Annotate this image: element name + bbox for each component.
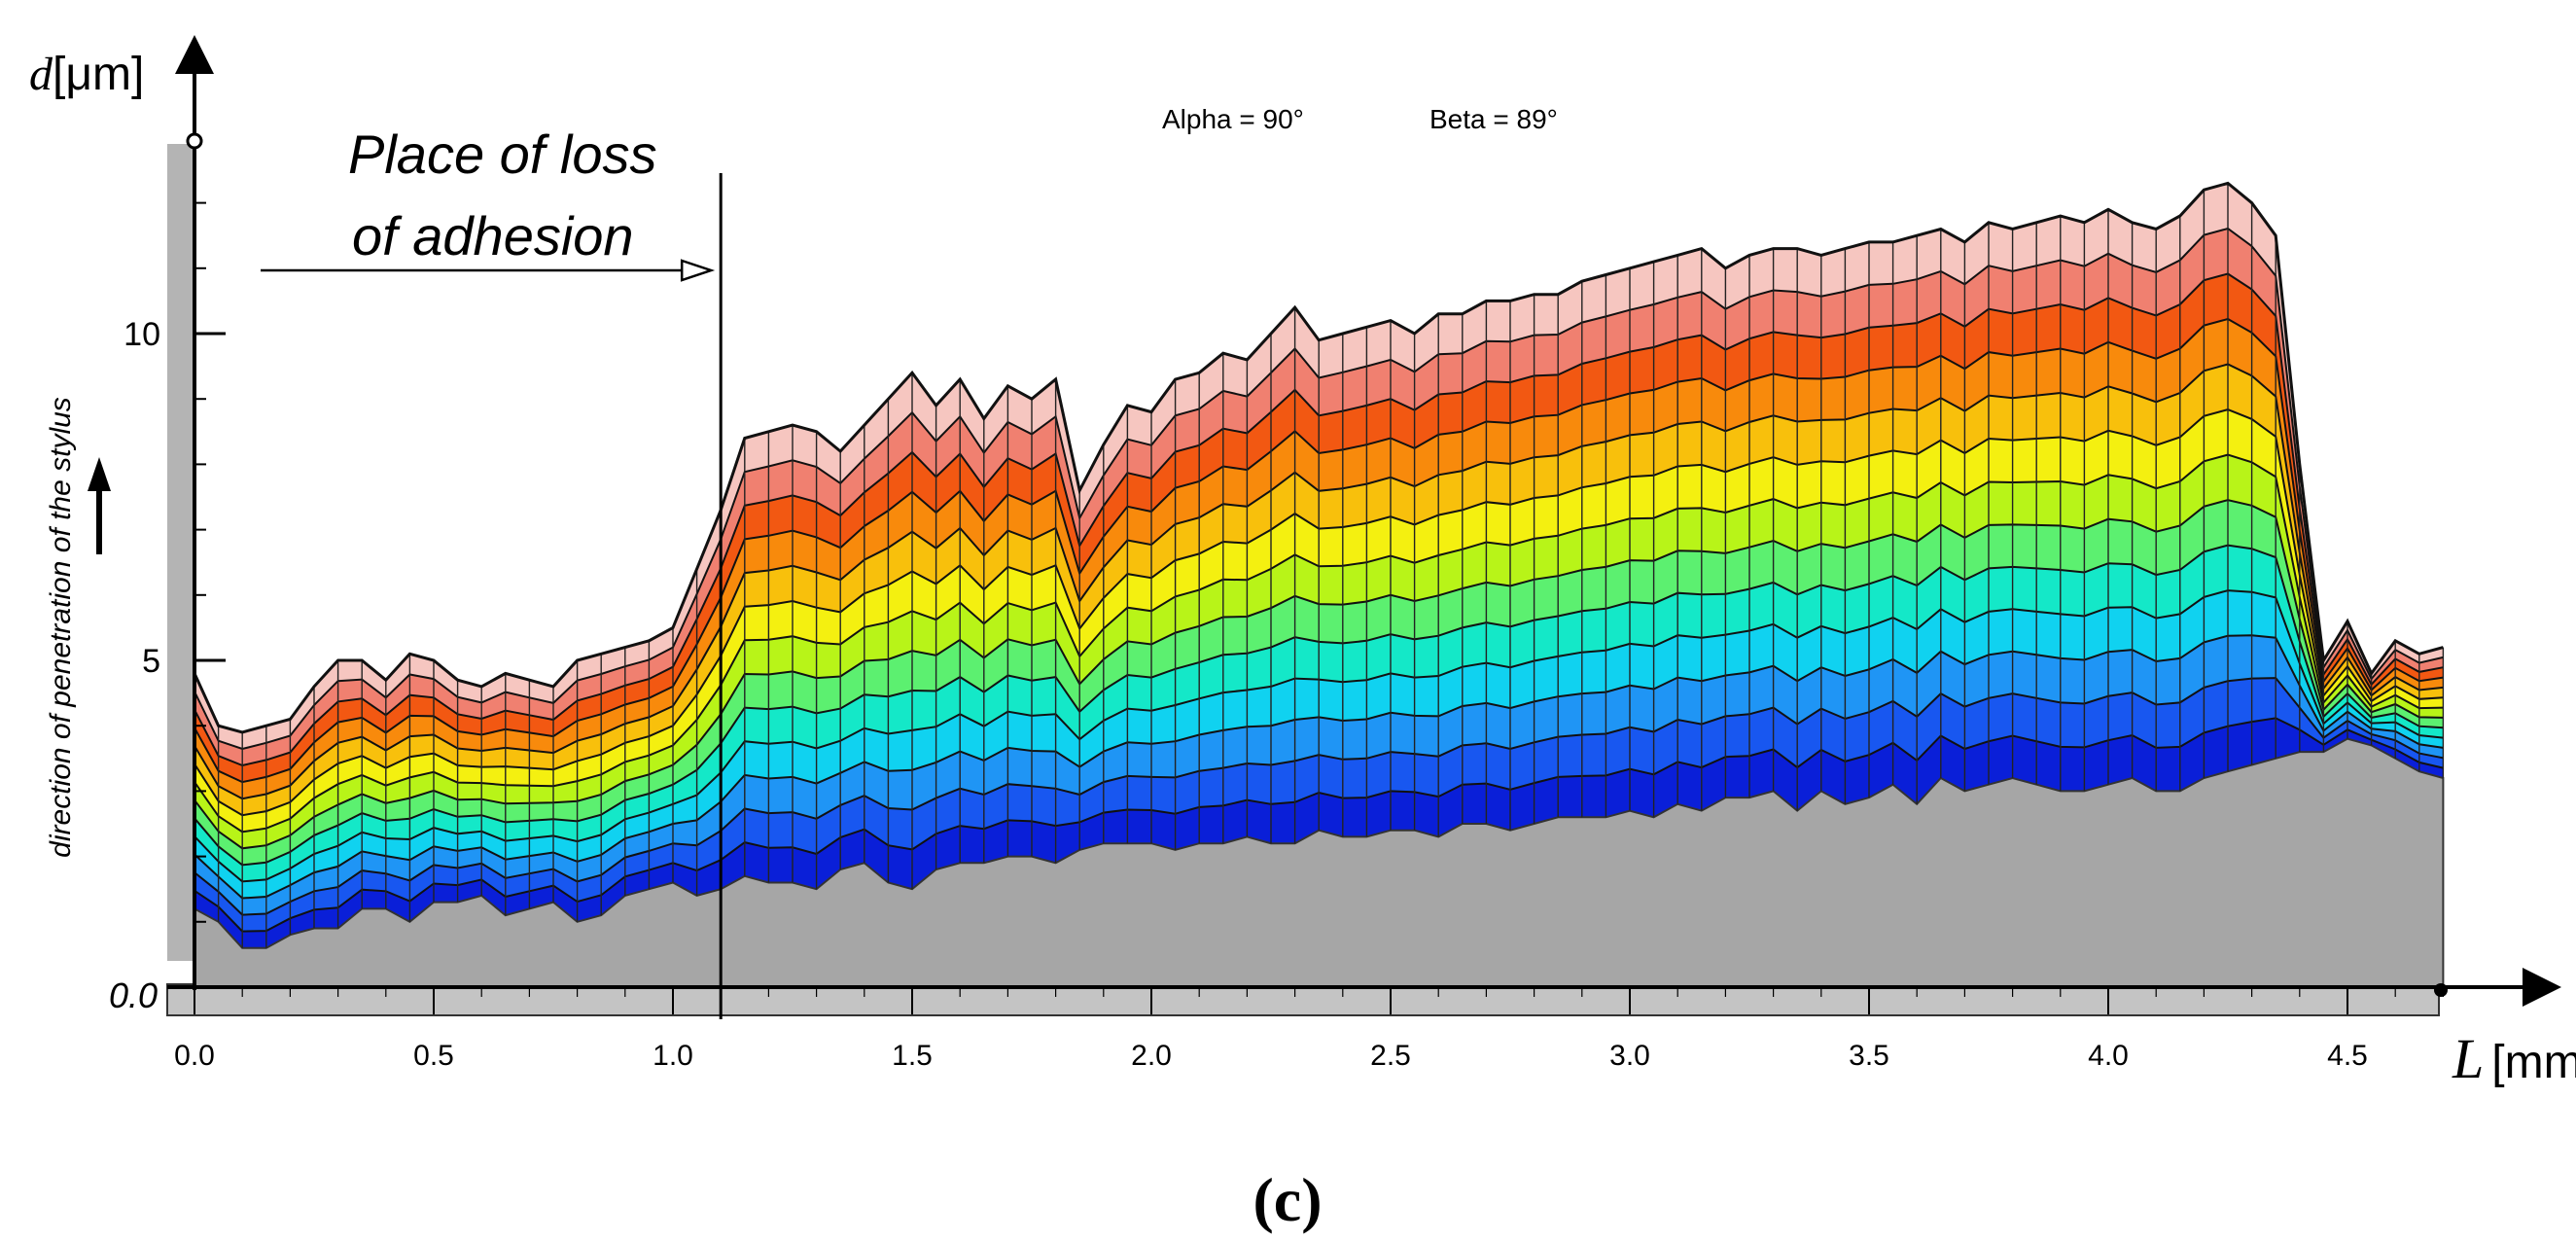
side-arrow-head bbox=[88, 457, 111, 491]
x-tick-label: 3.0 bbox=[1609, 1040, 1650, 1072]
color-band-6 bbox=[194, 454, 2444, 849]
color-band-3 bbox=[194, 590, 2444, 899]
x-tick-label: 0.0 bbox=[174, 1040, 215, 1072]
wireframe-layer bbox=[194, 183, 2445, 948]
colored-bands-layer bbox=[194, 183, 2444, 948]
panel-label: (c) bbox=[1253, 1165, 1322, 1234]
y-axis-label: d[μm] bbox=[29, 49, 144, 100]
adhesion-loss-arrowhead bbox=[680, 259, 716, 282]
color-band-5 bbox=[194, 500, 2444, 866]
color-band-4 bbox=[194, 545, 2444, 882]
color-band-1 bbox=[194, 678, 2444, 932]
y-axis-origin-marker bbox=[186, 132, 203, 150]
annotation-line1: Place of loss bbox=[348, 124, 657, 185]
x-axis-unit: [mm] bbox=[2491, 1037, 2576, 1088]
color-band-8 bbox=[194, 364, 2444, 816]
x-tick-label: 3.5 bbox=[1849, 1040, 1889, 1072]
side-label: direction of penetration of the stylus bbox=[45, 397, 77, 858]
color-band-7 bbox=[194, 409, 2444, 833]
x-tick-label: 4.5 bbox=[2327, 1040, 2368, 1072]
alpha-label: Alpha = 90° bbox=[1162, 104, 1304, 134]
annotation-line2: of adhesion bbox=[352, 205, 634, 266]
origin-label: 0.0 bbox=[109, 975, 158, 1015]
substrate-area bbox=[194, 737, 2445, 988]
y-ticks: 5 10 bbox=[124, 201, 226, 923]
x-tick-label: 1.0 bbox=[653, 1040, 693, 1072]
x-tick-label: 4.0 bbox=[2088, 1040, 2129, 1072]
surface-top-outline bbox=[193, 181, 2444, 734]
y-axis-symbol: d bbox=[29, 49, 53, 100]
y-axis-unit: [μm] bbox=[53, 49, 144, 100]
color-band-2 bbox=[194, 635, 2444, 915]
x-ticks: 0.0 0.5 1.0 1.5 2.0 2.5 3.0 3.5 4.0 4.5 bbox=[174, 987, 2444, 1072]
x-tick-label: 0.5 bbox=[413, 1040, 454, 1072]
x-tick-label: 2.5 bbox=[1370, 1040, 1411, 1072]
color-band-0 bbox=[194, 718, 2444, 948]
beta-label: Beta = 89° bbox=[1429, 104, 1558, 134]
x-axis-end-marker bbox=[2434, 983, 2448, 997]
x-axis-label: L[mm] bbox=[2452, 1027, 2576, 1090]
y-tick-label: 5 bbox=[142, 643, 160, 680]
x-tick-label: 2.0 bbox=[1131, 1040, 1172, 1072]
x-tick-label: 1.5 bbox=[892, 1040, 933, 1072]
x-axis-symbol: L bbox=[2452, 1027, 2484, 1090]
y-tick-label: 10 bbox=[124, 316, 160, 353]
left-base-strip bbox=[167, 144, 196, 961]
